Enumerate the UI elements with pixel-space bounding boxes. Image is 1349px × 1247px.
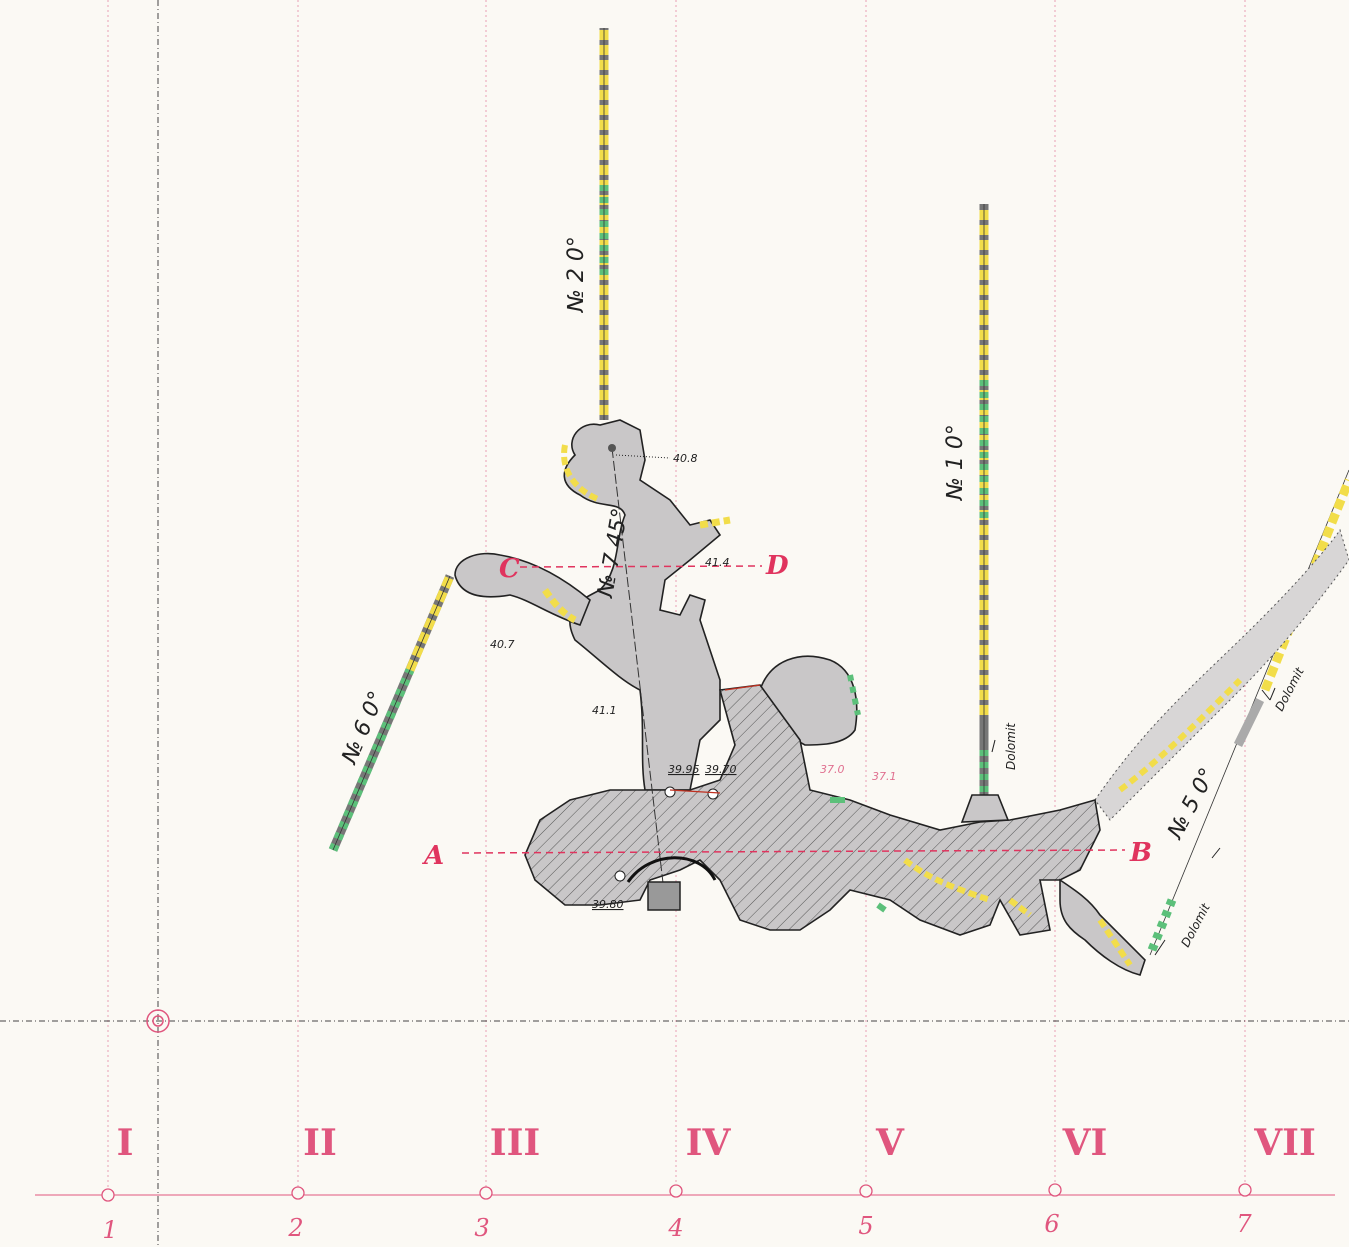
- grid-label-roman: VI: [1062, 1122, 1108, 1164]
- grid-label-roman: V: [875, 1122, 905, 1164]
- grid-lines: [35, 0, 1335, 1196]
- grid-label-roman: VII: [1253, 1122, 1316, 1164]
- rock-note: Dolomit: [1272, 664, 1307, 713]
- section-label-a: A: [421, 841, 444, 871]
- grid-label-roman: III: [490, 1122, 541, 1164]
- drill-1-collar: [960, 794, 1010, 823]
- level-point: [664, 786, 676, 798]
- grid-label-number: 7: [1236, 1210, 1252, 1238]
- elevation-label: 39.80: [592, 898, 624, 911]
- grid-label-number: 4: [667, 1214, 683, 1242]
- grid-label-roman: IV: [686, 1122, 732, 1164]
- section-label-c: C: [499, 554, 520, 584]
- section-line-ab: A B: [421, 838, 1152, 871]
- grid-label-number: 6: [1044, 1210, 1059, 1238]
- elevation-label: 40.8: [673, 452, 698, 465]
- rock-note: Dolomit: [1178, 900, 1213, 949]
- grid-label-number: 2: [287, 1214, 303, 1242]
- grid-label-number: 5: [858, 1212, 873, 1240]
- grid-label-number: 3: [474, 1214, 489, 1242]
- elevation-label: 39.95: [668, 763, 700, 776]
- origin-marker: [146, 1009, 170, 1033]
- rock-note: Dolomit: [1004, 722, 1018, 770]
- drill-7-collar: [608, 444, 616, 452]
- roman-labels: I II III IV V VI VII: [117, 1122, 1316, 1164]
- level-point: [614, 870, 626, 882]
- shaft-marker: [647, 881, 681, 911]
- elevation-label: 37.1: [872, 770, 897, 783]
- grid-label-number: 1: [102, 1216, 117, 1244]
- section-line-cd: C D: [499, 551, 789, 584]
- grid-points: [101, 1183, 1252, 1202]
- drill-label-2: № 2 0°: [564, 236, 589, 313]
- arabic-labels: 1 2 3 4 5 6 7: [102, 1210, 1252, 1244]
- elevation-label: 40.7: [490, 638, 515, 651]
- section-label-b: B: [1129, 838, 1152, 868]
- elevation-label: 39.70: [705, 763, 737, 776]
- drill-label-1: № 1 0°: [943, 424, 968, 501]
- elevation-label: 37.0: [820, 763, 845, 776]
- cave-west-arm: [454, 552, 591, 626]
- grid-label-roman: I: [117, 1122, 134, 1164]
- section-label-d: D: [765, 551, 789, 581]
- level-point: [707, 788, 719, 800]
- grid-label-roman: II: [303, 1122, 337, 1164]
- mineral-markings: [542, 444, 1243, 967]
- drill-hole-7: [611, 447, 666, 901]
- elevation-label: 41.1: [592, 704, 617, 717]
- drill-hole-6: [328, 574, 455, 852]
- elevation-label: 41.4: [705, 556, 730, 569]
